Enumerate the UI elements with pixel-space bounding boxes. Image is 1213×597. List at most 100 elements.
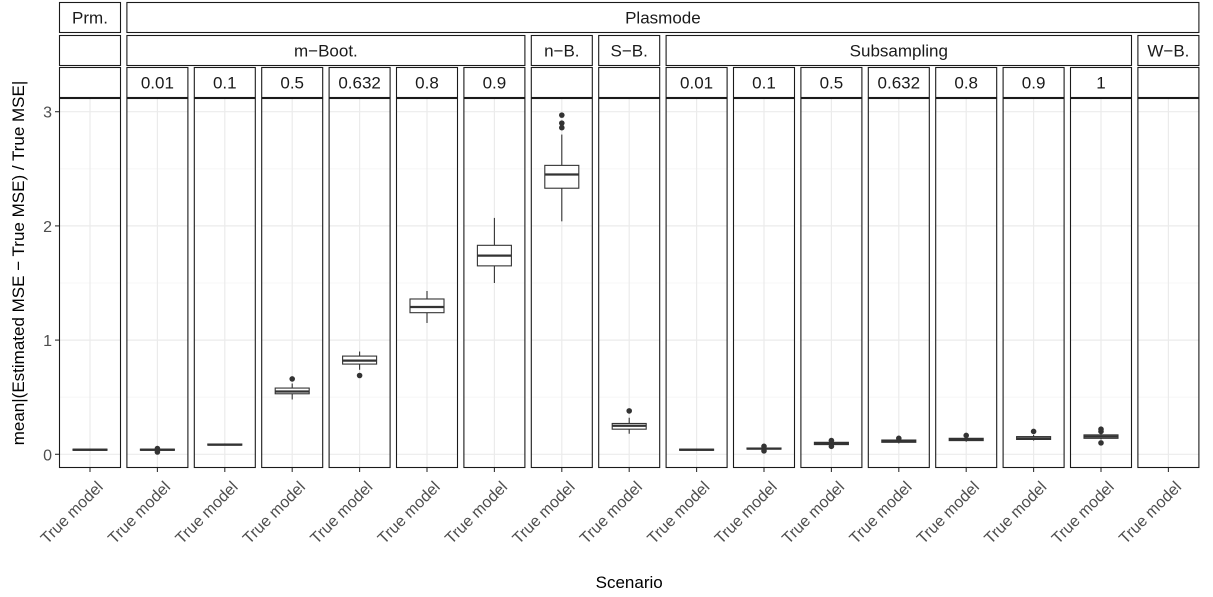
panel <box>598 97 661 469</box>
panel <box>193 97 256 469</box>
panel-border <box>395 97 459 469</box>
x-tick-label: True model <box>914 479 983 548</box>
x-tick-label: True model <box>847 479 916 548</box>
outlier-point <box>559 112 565 118</box>
strip-fraction-label: 1 <box>1096 74 1105 93</box>
panel <box>1002 97 1065 469</box>
panel <box>1137 97 1200 469</box>
strip-scheme-box <box>530 34 593 67</box>
panel <box>1069 97 1133 469</box>
x-tick-label: True model <box>240 479 309 548</box>
strip-scheme-box <box>1137 34 1200 67</box>
strip-fraction-label: 0.1 <box>213 74 237 93</box>
y-tick-label: 1 <box>43 333 52 350</box>
strip-fraction-box <box>1002 66 1065 99</box>
panel <box>463 97 526 469</box>
x-tick-label: True model <box>308 479 377 548</box>
panel-border <box>598 97 661 469</box>
y-tick-label: 3 <box>43 105 52 122</box>
panel-border <box>1069 97 1133 469</box>
outlier-point <box>761 448 767 454</box>
box <box>544 164 580 189</box>
outlier-point <box>1098 440 1104 446</box>
x-tick-label: True model <box>38 479 107 548</box>
outlier-point <box>1098 426 1104 432</box>
panel <box>261 97 324 469</box>
strip-fraction-label: 0.5 <box>280 74 304 93</box>
panel-border <box>58 97 122 469</box>
strip-method-label: Plasmode <box>625 9 701 28</box>
y-tick-label: 2 <box>43 219 52 236</box>
strip-fraction-box <box>867 66 930 99</box>
outlier-point <box>828 443 835 450</box>
x-tick-label: True model <box>442 479 511 548</box>
strip-fraction-box <box>395 66 459 99</box>
strip-fraction-box <box>800 66 863 99</box>
panel <box>800 97 863 469</box>
panel-border <box>1002 97 1065 469</box>
strip-method-box <box>58 1 122 34</box>
box <box>409 298 445 314</box>
panel <box>58 97 122 469</box>
outlier-point <box>356 372 363 379</box>
strip-fraction-box <box>1069 66 1133 99</box>
strip-fraction-label: 0.01 <box>680 74 713 93</box>
panel-border <box>126 97 189 469</box>
strip-scheme-label: S−B. <box>611 42 648 61</box>
panel-border <box>193 97 256 469</box>
strip-fraction-box <box>665 66 728 99</box>
panel <box>530 97 593 469</box>
outlier-point <box>896 435 902 442</box>
outlier-point <box>1030 428 1037 435</box>
x-tick-label: True model <box>1049 479 1118 548</box>
panel-border <box>935 97 998 469</box>
strip-fraction-label: 0.8 <box>954 74 978 93</box>
strip-scheme-box <box>126 34 526 67</box>
y-tick-label: 0 <box>43 447 52 464</box>
x-tick-label: True model <box>1116 479 1185 548</box>
panel <box>328 97 391 469</box>
strip-fraction-box <box>261 66 324 99</box>
strip-fraction-label: 0.8 <box>415 74 439 93</box>
y-axis-title: mean|(Estimated MSE − True MSE) / True M… <box>9 81 28 446</box>
panel <box>732 97 796 469</box>
strip-fraction-box <box>598 66 661 99</box>
strip-fraction-box <box>935 66 998 99</box>
strip-fraction-label: 0.5 <box>820 74 844 93</box>
outlier-point <box>289 376 296 382</box>
x-tick-label: True model <box>645 479 714 548</box>
panel-border <box>463 97 526 469</box>
x-tick-label: True model <box>779 479 848 548</box>
outlier-point <box>559 124 565 131</box>
strip-fraction-box <box>58 66 122 99</box>
x-tick-label: True model <box>577 479 646 548</box>
outlier-point <box>626 408 632 414</box>
x-tick-label: True model <box>982 479 1051 548</box>
strip-fraction-box <box>530 66 593 99</box>
strip-fraction-label: 0.01 <box>141 74 174 93</box>
strip-method-box <box>126 1 1200 34</box>
panel-border <box>800 97 863 469</box>
strip-fraction-box <box>1137 66 1200 99</box>
strip-method-label: Prm. <box>72 9 108 28</box>
panel <box>935 97 998 469</box>
strip-scheme-label: n−B. <box>544 42 579 61</box>
strip-fraction-box <box>732 66 796 99</box>
panel-border <box>665 97 728 469</box>
outlier-point <box>559 120 565 126</box>
strip-fraction-box <box>193 66 256 99</box>
strip-scheme-label: m−Boot. <box>294 42 358 61</box>
strip-fraction-label: 0.632 <box>338 74 381 93</box>
strip-fraction-label: 0.9 <box>483 74 507 93</box>
outlier-point <box>761 443 767 450</box>
strip-fraction-label: 0.9 <box>1022 74 1046 93</box>
strip-scheme-box <box>665 34 1133 67</box>
strip-fraction-box <box>126 66 189 99</box>
x-tick-label: True model <box>105 479 174 548</box>
panel-border <box>530 97 593 469</box>
strip-scheme-box <box>58 34 122 67</box>
outlier-point <box>154 445 161 452</box>
panel-border <box>867 97 930 469</box>
strip-scheme-label: W−B. <box>1147 42 1189 61</box>
x-tick-label: True model <box>173 479 242 548</box>
